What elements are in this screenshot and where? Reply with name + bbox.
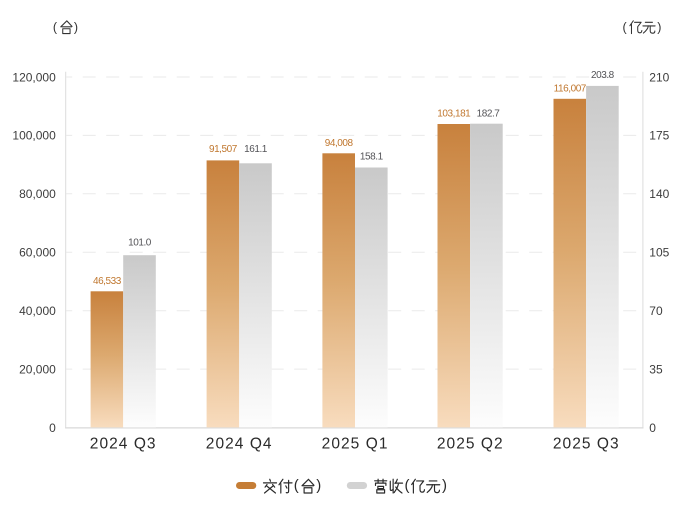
svg-text:20,000: 20,000 [19,362,56,376]
svg-text:): ) [74,21,78,35]
svg-text:100,000: 100,000 [12,129,56,143]
svg-text:140: 140 [649,187,669,201]
svg-text:): ) [657,21,661,35]
svg-text:): ) [316,477,321,494]
svg-text:210: 210 [649,70,669,84]
svg-text:80,000: 80,000 [19,187,56,201]
svg-text:2025 Q3: 2025 Q3 [553,435,620,452]
svg-text:70: 70 [649,304,663,318]
svg-text:158.1: 158.1 [360,152,384,163]
svg-text:94,008: 94,008 [325,138,354,149]
svg-text:(: ( [294,477,299,494]
svg-text:161.1: 161.1 [244,144,268,155]
svg-text:116,007: 116,007 [554,83,587,94]
svg-text:105: 105 [649,246,669,260]
svg-text:2024 Q3: 2024 Q3 [90,435,157,452]
svg-text:101.0: 101.0 [128,238,152,249]
svg-text:2024 Q4: 2024 Q4 [206,435,273,452]
svg-text:2025 Q1: 2025 Q1 [322,435,389,452]
svg-text:0: 0 [49,421,56,435]
svg-text:120,000: 120,000 [12,70,56,84]
svg-text:0: 0 [649,421,656,435]
svg-text:35: 35 [649,362,663,376]
svg-text:182.7: 182.7 [477,108,501,119]
svg-text:(: ( [623,21,628,35]
svg-text:(: ( [53,21,58,35]
svg-text:203.8: 203.8 [591,70,615,81]
svg-text:): ) [442,477,447,494]
svg-text:2025 Q2: 2025 Q2 [437,435,504,452]
svg-text:103,181: 103,181 [437,108,471,119]
svg-text:40,000: 40,000 [19,304,56,318]
svg-text:91,507: 91,507 [209,144,238,155]
svg-text:60,000: 60,000 [19,246,56,260]
svg-text:46,533: 46,533 [93,276,122,287]
svg-text:175: 175 [649,129,669,143]
svg-text:(: ( [405,477,410,494]
